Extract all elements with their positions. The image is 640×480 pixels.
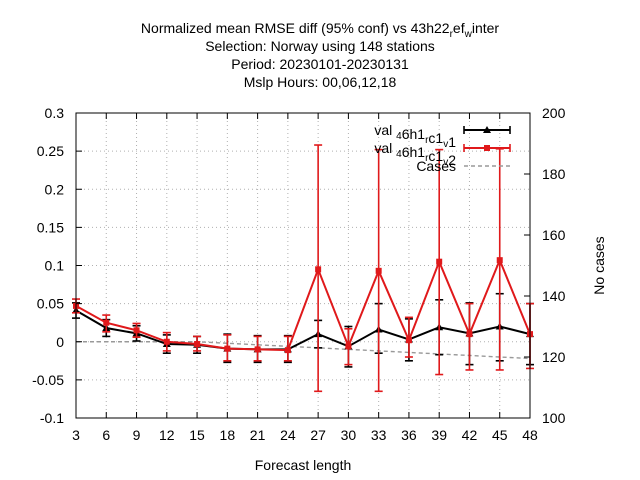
x-tick-label: 9 bbox=[133, 427, 141, 443]
y-tick-label: 0.2 bbox=[45, 181, 65, 197]
x-tick-label: 24 bbox=[280, 427, 296, 443]
y-tick-label: 0 bbox=[56, 334, 64, 350]
y2-tick-label: 160 bbox=[542, 227, 566, 243]
y2-tick-label: 100 bbox=[542, 410, 566, 426]
legend-subscript: r bbox=[425, 153, 429, 164]
cases-line bbox=[76, 341, 531, 360]
axes: 3 6 9 12 15 18 21 24 27 30 33 36 39 42 45 48-0.1-0.0500… bbox=[32, 105, 565, 443]
legend-text: val bbox=[374, 140, 396, 156]
y-tick-label: 0.15 bbox=[37, 219, 64, 235]
data-point bbox=[254, 346, 261, 353]
legend-entry-2: val 46h1rc1v2 bbox=[374, 140, 511, 168]
y-tick-label: 0.3 bbox=[45, 105, 65, 121]
x-tick-label: 42 bbox=[462, 427, 478, 443]
series-line bbox=[75, 309, 531, 351]
legend-entry-3: Cases bbox=[416, 158, 510, 174]
legend-subscript: r bbox=[425, 135, 429, 146]
legend-label: val 46h1rc1v2 bbox=[374, 140, 456, 168]
x-tick-label: 3 bbox=[72, 427, 80, 443]
y-tick-label: 0.25 bbox=[37, 143, 64, 159]
cases-series bbox=[76, 341, 531, 360]
chart-title-line-1: Normalized mean RMSE diff (95% conf) vs … bbox=[0, 19, 640, 44]
y-tick-label: 0.05 bbox=[37, 296, 64, 312]
legend-text: c1 bbox=[428, 130, 443, 146]
legend-label: val 46h1rc1v1 bbox=[374, 122, 456, 150]
data-point bbox=[405, 337, 412, 344]
legend-subscript: v bbox=[443, 157, 448, 168]
data-point bbox=[133, 327, 140, 334]
data-point bbox=[163, 338, 170, 345]
x-axis-label: Forecast length bbox=[255, 457, 352, 473]
x-tick-label: 33 bbox=[371, 427, 387, 443]
legend-entry-1: val 46h1rc1v1 bbox=[374, 122, 511, 150]
y-tick-label: -0.1 bbox=[40, 410, 64, 426]
legend-text: 1 bbox=[448, 134, 456, 150]
x-tick-label: 36 bbox=[401, 427, 417, 443]
x-tick-label: 30 bbox=[341, 427, 357, 443]
x-tick-label: 27 bbox=[310, 427, 326, 443]
legend-text: 6h1 bbox=[402, 144, 426, 160]
y-tick-label: 0.1 bbox=[45, 258, 65, 274]
title-part-ef: ef bbox=[452, 20, 465, 36]
y2-tick-label: 200 bbox=[542, 105, 566, 121]
data-point bbox=[284, 347, 291, 354]
title-sub-1: r bbox=[449, 28, 453, 40]
legend-text: 6h1 bbox=[402, 126, 426, 142]
y-tick-label: -0.05 bbox=[32, 372, 64, 388]
data-point bbox=[315, 266, 322, 273]
x-tick-label: 12 bbox=[159, 427, 175, 443]
legend-subscript: v bbox=[443, 139, 448, 150]
legend-subscript: 4 bbox=[396, 149, 402, 160]
x-tick-label: 15 bbox=[189, 427, 205, 443]
y2-tick-label: 140 bbox=[542, 288, 566, 304]
legend-marker bbox=[483, 126, 491, 133]
x-tick-label: 39 bbox=[431, 427, 447, 443]
x-tick-label: 18 bbox=[220, 427, 236, 443]
data-point bbox=[436, 258, 443, 265]
legend-text: c1 bbox=[428, 148, 443, 164]
x-tick-label: 21 bbox=[250, 427, 266, 443]
chart-title-main: Normalized mean RMSE diff (95% conf) vs … bbox=[140, 20, 450, 36]
chart-title-line-2: Selection: Norway using 148 stations bbox=[205, 38, 435, 54]
series-area bbox=[72, 144, 534, 393]
y2-axis-label: No cases bbox=[591, 236, 607, 294]
data-point bbox=[375, 267, 382, 274]
x-tick-label: 48 bbox=[522, 427, 538, 443]
y2-tick-label: 180 bbox=[542, 166, 566, 182]
legend-text: 2 bbox=[448, 152, 456, 168]
y2-tick-label: 120 bbox=[542, 349, 566, 365]
legend-subscript: 4 bbox=[396, 131, 402, 142]
series-line bbox=[75, 257, 531, 352]
series-2 bbox=[72, 144, 534, 393]
series-1 bbox=[72, 292, 534, 368]
legend-text: val bbox=[374, 122, 396, 138]
data-point bbox=[194, 341, 201, 348]
title-part-inter: inter bbox=[471, 20, 500, 36]
data-point bbox=[496, 257, 503, 264]
legend-marker bbox=[484, 145, 490, 151]
x-tick-label: 45 bbox=[492, 427, 508, 443]
grid-lines bbox=[76, 113, 530, 418]
data-point bbox=[103, 319, 110, 326]
chart-title-line-3: Period: 20230101-20230131 bbox=[231, 56, 409, 72]
data-point bbox=[345, 343, 352, 350]
data-point bbox=[466, 331, 473, 338]
legend-label: Cases bbox=[416, 158, 456, 174]
title-sub-2: w bbox=[464, 28, 472, 40]
x-tick-label: 6 bbox=[102, 427, 110, 443]
data-point bbox=[224, 345, 231, 352]
chart-title-line-4: Mslp Hours: 00,06,12,18 bbox=[243, 74, 397, 90]
